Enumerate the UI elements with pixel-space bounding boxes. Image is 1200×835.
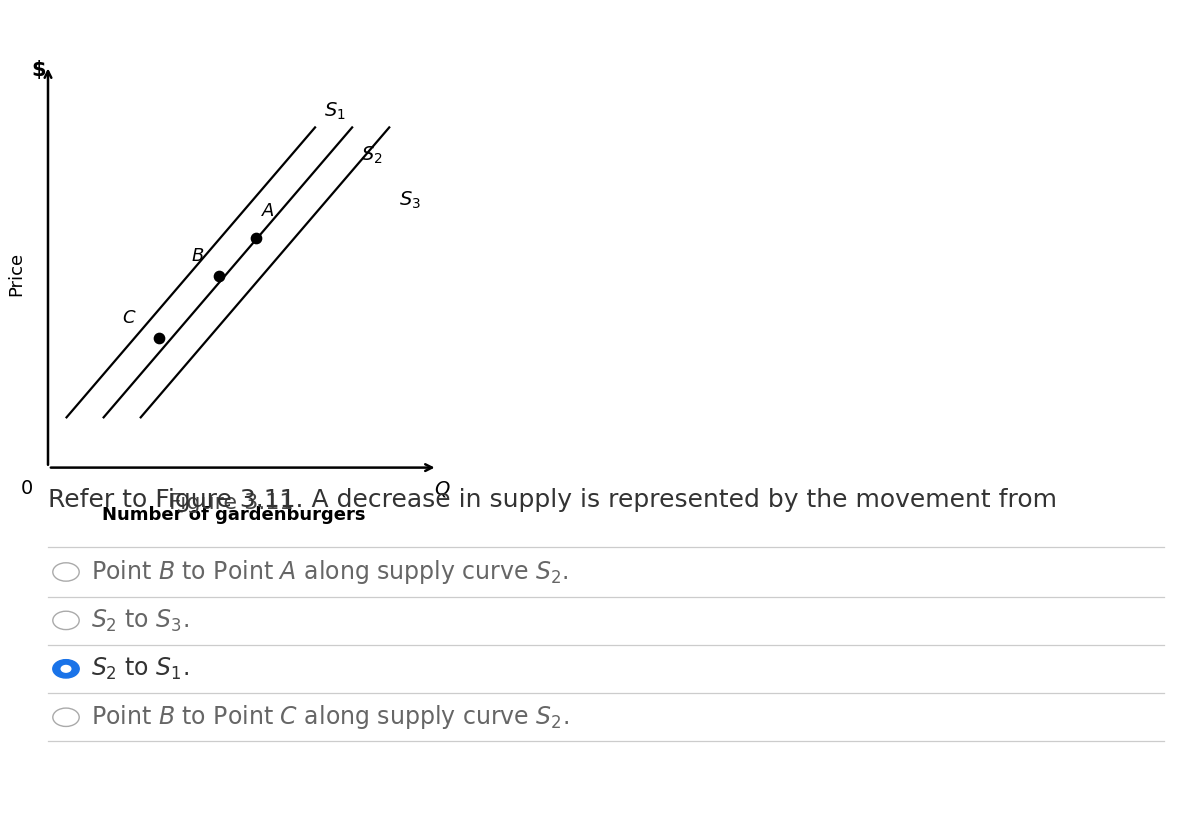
Text: $S_3$: $S_3$ [398,190,420,210]
Text: Price: Price [7,252,25,296]
Text: Refer to Figure 3.11. A decrease in supply is represented by the movement from: Refer to Figure 3.11. A decrease in supp… [48,488,1057,513]
Text: Figure 3.11: Figure 3.11 [169,493,294,513]
Text: Number of gardenburgers: Number of gardenburgers [102,506,365,524]
Text: $\bf{\$}$: $\bf{\$}$ [31,58,47,81]
Text: $S_2$: $S_2$ [361,144,383,166]
Point [209,270,228,283]
Text: $\mathit{B}$: $\mathit{B}$ [191,246,204,265]
Text: $S_2$ to $S_1$.: $S_2$ to $S_1$. [91,655,190,682]
Text: $Q$: $Q$ [433,479,450,499]
Point [150,331,169,345]
Point [246,231,265,245]
Text: 0: 0 [20,479,34,498]
Text: $S_1$: $S_1$ [324,100,346,122]
Text: $\mathit{A}$: $\mathit{A}$ [262,202,275,220]
Text: $\mathit{C}$: $\mathit{C}$ [122,308,137,326]
Text: $S_2$ to $S_3$.: $S_2$ to $S_3$. [91,607,190,634]
Text: Point $\it{B}$ to Point $\it{C}$ along supply curve $S_2$.: Point $\it{B}$ to Point $\it{C}$ along s… [91,703,569,731]
Text: Point $\it{B}$ to Point $\it{A}$ along supply curve $S_2$.: Point $\it{B}$ to Point $\it{A}$ along s… [91,558,569,586]
